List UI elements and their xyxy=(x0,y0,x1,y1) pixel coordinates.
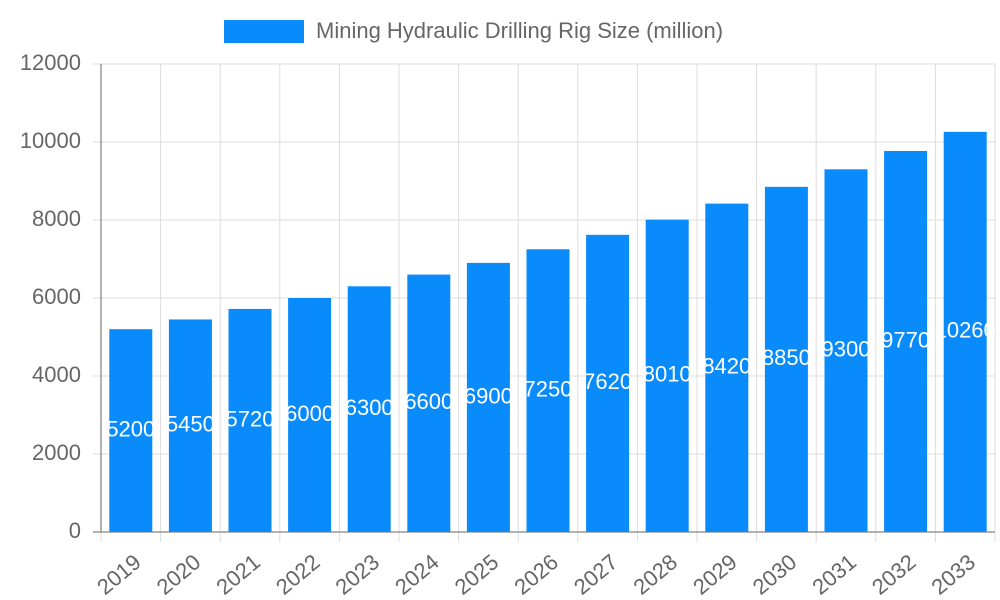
y-tick-label: 6000 xyxy=(32,284,81,309)
y-tick-label: 12000 xyxy=(20,50,81,75)
x-tick-label: 2022 xyxy=(271,549,325,600)
value-label: 8010 xyxy=(643,362,692,387)
y-tick-label: 8000 xyxy=(32,206,81,231)
x-tick-label: 2024 xyxy=(390,549,444,600)
value-label: 9770 xyxy=(881,327,930,352)
value-label: 6300 xyxy=(345,395,394,420)
y-tick-label: 2000 xyxy=(32,440,81,465)
x-tick-label: 2028 xyxy=(629,549,683,600)
x-tick-label: 2020 xyxy=(152,549,206,600)
x-tick-label: 2032 xyxy=(867,549,921,600)
x-tick-label: 2021 xyxy=(211,549,265,600)
value-label: 6600 xyxy=(404,389,453,414)
x-tick-label: 2027 xyxy=(569,549,623,600)
bar xyxy=(943,131,987,533)
y-tick-label: 4000 xyxy=(32,362,81,387)
x-tick-label: 2029 xyxy=(688,549,742,600)
bar xyxy=(288,298,332,532)
bar xyxy=(884,150,928,532)
bar xyxy=(466,262,510,532)
value-label: 5720 xyxy=(226,406,275,431)
x-tick-label: 2030 xyxy=(748,549,802,600)
bar xyxy=(109,329,153,532)
value-label: 6900 xyxy=(464,383,513,408)
x-tick-label: 2033 xyxy=(927,549,981,600)
legend-swatch xyxy=(224,20,304,43)
legend-label: Mining Hydraulic Drilling Rig Size (mill… xyxy=(316,18,723,43)
value-label: 9300 xyxy=(822,336,871,361)
value-label: 7620 xyxy=(583,369,632,394)
y-tick-label: 10000 xyxy=(20,128,81,153)
bar xyxy=(228,308,272,532)
bar xyxy=(407,274,451,532)
x-tick-label: 2026 xyxy=(509,549,563,600)
value-label: 8420 xyxy=(702,354,751,379)
value-label: 7250 xyxy=(524,376,573,401)
bar xyxy=(645,219,689,533)
value-label: 8850 xyxy=(762,345,811,370)
bar xyxy=(526,249,570,532)
bar xyxy=(764,186,808,532)
bar xyxy=(586,234,630,532)
bar xyxy=(824,169,868,533)
x-tick-label: 2023 xyxy=(331,549,385,600)
bar xyxy=(168,319,212,532)
value-label: 5450 xyxy=(166,412,215,437)
x-tick-label: 2025 xyxy=(450,549,504,600)
x-tick-label: 2031 xyxy=(807,549,861,600)
value-label: 5200 xyxy=(106,416,155,441)
value-label: 6000 xyxy=(285,401,334,426)
x-tick-label: 2019 xyxy=(92,549,146,600)
value-label: 10260 xyxy=(935,318,996,343)
y-tick-label: 0 xyxy=(69,518,81,543)
bar xyxy=(347,286,391,532)
bar xyxy=(705,203,749,532)
